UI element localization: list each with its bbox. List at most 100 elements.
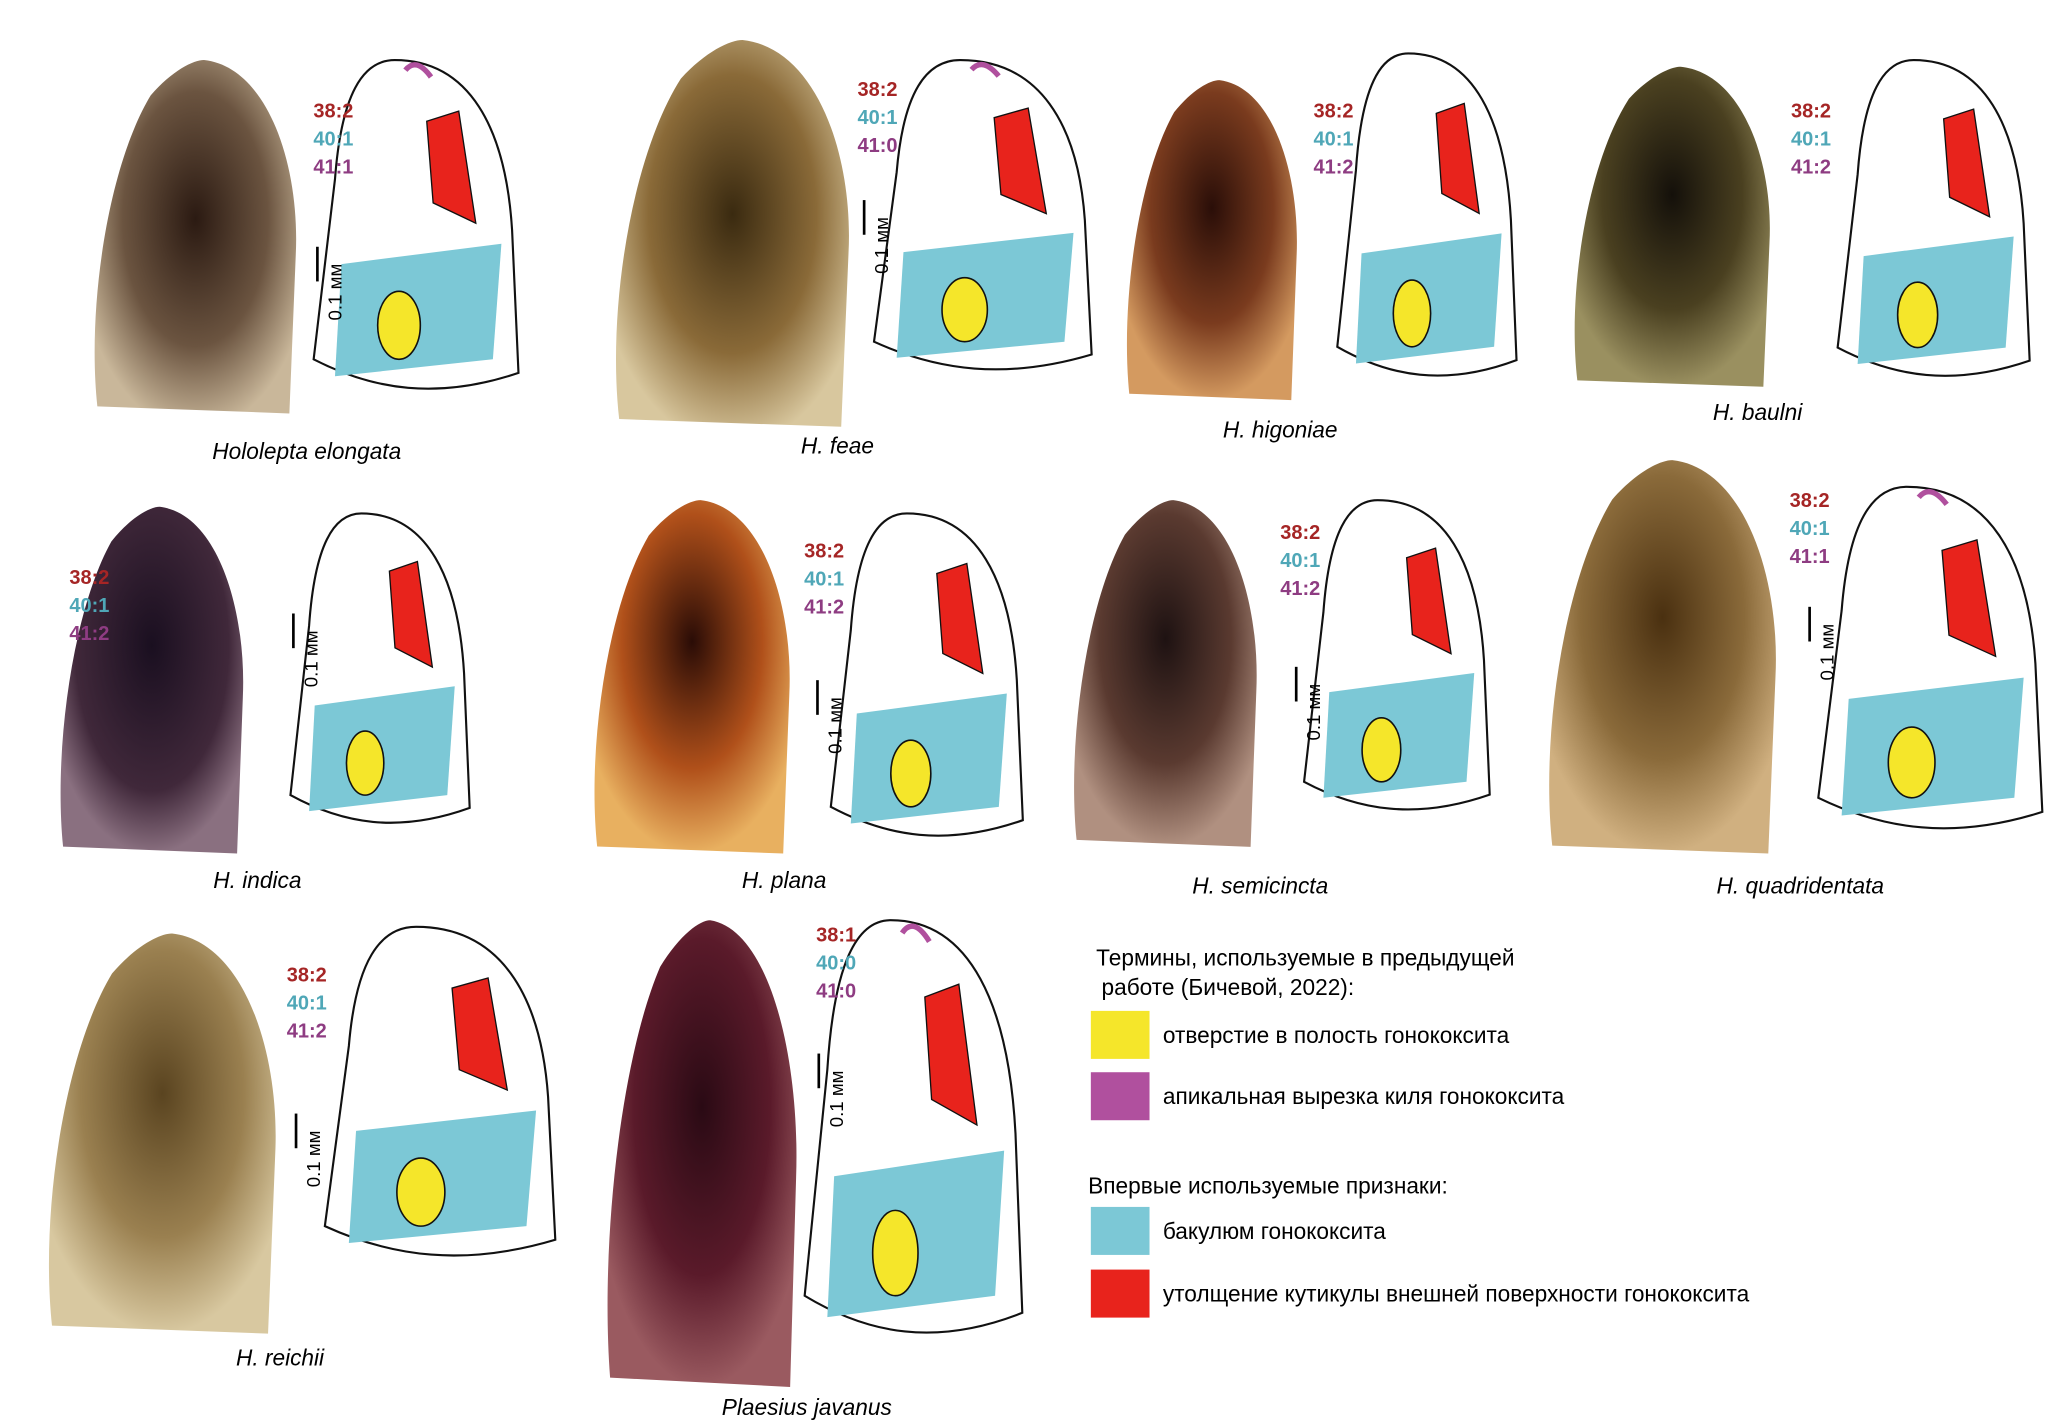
species-name: H. baulni <box>1713 399 1803 425</box>
opening-region <box>1361 716 1402 783</box>
drawing-outline <box>1302 499 1491 811</box>
character-code: 40:1 <box>1790 518 1830 540</box>
specimen-photo <box>48 933 276 1334</box>
cuticle-thickening <box>1435 102 1481 215</box>
character-code: 41:2 <box>804 596 844 618</box>
opening-region <box>396 1157 446 1227</box>
cuticle-thickening <box>924 983 978 1127</box>
specimen-photo <box>615 40 849 427</box>
character-code: 38:2 <box>1314 100 1354 122</box>
species-name: H. plana <box>742 867 826 893</box>
character-code: 38:2 <box>69 567 109 589</box>
specimen-panel: 38:2 40:1 41:0 0.1 мм H. feae <box>615 40 1093 458</box>
drawing-outline <box>323 925 557 1257</box>
scale-label: 0.1 мм <box>1817 624 1838 681</box>
species-name: H. feae <box>801 432 874 458</box>
character-code: 41:0 <box>857 135 897 157</box>
drawing-outline <box>1336 52 1518 377</box>
swatch-yellow <box>1090 1010 1150 1059</box>
cuticle-thickening <box>426 110 477 225</box>
specimen-photo <box>1549 460 1776 854</box>
apical-notch <box>969 61 1001 78</box>
drawing-outline <box>312 58 520 390</box>
character-code: 38:1 <box>816 925 856 947</box>
specimen-panel: 38:2 40:1 41:2 H. baulni <box>1574 58 2031 425</box>
legend-item: утолщение кутикулы внешней поверхности г… <box>1163 1281 1750 1307</box>
character-code: 40:1 <box>1791 128 1831 150</box>
opening-region <box>890 739 932 808</box>
character-code: 41:2 <box>1791 156 1831 178</box>
drawing-outline <box>829 512 1024 837</box>
specimen-photo <box>1574 66 1770 387</box>
scale-label: 0.1 мм <box>871 217 892 274</box>
species-name: Hololepta elongata <box>212 438 401 464</box>
character-code: 40:1 <box>287 993 327 1015</box>
species-name: H. semicincta <box>1192 873 1328 899</box>
character-code: 41:2 <box>1314 156 1354 178</box>
character-code: 41:2 <box>69 623 109 645</box>
character-code: 38:2 <box>804 540 844 562</box>
legend: Термины, используемые в предыдущей работе… <box>1088 945 1750 1318</box>
specimen-panel: 38:2 40:1 41:2 0.1 мм H. reichii <box>48 925 557 1371</box>
opening-region <box>941 276 989 343</box>
legend-title: Термины, используемые в предыдущей работе… <box>1096 945 1514 1000</box>
character-code: 40:1 <box>69 595 109 617</box>
opening-region <box>1896 281 1939 349</box>
character-code: 38:2 <box>1791 100 1831 122</box>
opening-region <box>345 730 385 796</box>
specimen-photo <box>60 506 244 854</box>
specimen-panel: 38:2 40:1 41:1 0.1 мм H. quadridentata <box>1549 460 2044 899</box>
apical-notch <box>1916 489 1949 507</box>
character-code: 38:2 <box>287 965 327 987</box>
swatch-red <box>1090 1269 1150 1318</box>
species-name: Plaesius javanus <box>722 1394 892 1420</box>
character-code: 38:2 <box>857 79 897 101</box>
species-name: H. reichii <box>236 1345 325 1371</box>
legend-title: Впервые используемые признаки: <box>1088 1173 1448 1199</box>
specimen-panel: 38:2 40:1 41:2 0.1 мм H. indica <box>60 506 471 893</box>
swatch-purple <box>1090 1072 1150 1121</box>
cuticle-thickening <box>388 560 434 669</box>
character-code: 41:2 <box>1280 578 1320 600</box>
drawing-outline <box>872 58 1093 371</box>
cuticle-thickening <box>1942 108 1991 219</box>
species-name: H. higoniae <box>1223 416 1338 442</box>
swatch-blue <box>1090 1206 1150 1255</box>
character-code: 41:1 <box>1790 546 1830 568</box>
character-code: 41:1 <box>313 156 353 178</box>
specimen-panel: 38:2 40:1 41:2 H. higoniae <box>1126 52 1518 442</box>
character-code: 38:2 <box>1790 490 1830 512</box>
specimen-photo <box>94 60 297 414</box>
specimen-photo <box>1074 500 1257 847</box>
character-code: 40:1 <box>1280 550 1320 572</box>
scale-label: 0.1 мм <box>303 1131 324 1188</box>
drawing-outline <box>1836 58 2031 377</box>
species-name: H. quadridentata <box>1717 873 1885 899</box>
scale-label: 0.1 мм <box>824 697 845 754</box>
drawing-outline <box>289 512 471 824</box>
species-name: H. indica <box>213 867 301 893</box>
character-code: 40:1 <box>1314 128 1354 150</box>
drawing-outline <box>803 919 1024 1334</box>
specimen-photo <box>607 920 797 1387</box>
specimen-panel: 38:1 40:0 41:0 0.1 мм Plaesius javanus <box>607 919 1024 1420</box>
specimen-photo <box>594 500 790 854</box>
legend-item: бакулюм гонококсита <box>1163 1218 1386 1244</box>
opening-region <box>1392 279 1432 348</box>
character-code: 38:2 <box>1280 522 1320 544</box>
legend-item: апикальная вырезка киля гонококсита <box>1163 1083 1565 1109</box>
legend-item: отверстие в полость гонококсита <box>1163 1022 1510 1048</box>
scale-label: 0.1 мм <box>826 1071 847 1128</box>
character-code: 41:2 <box>287 1021 327 1043</box>
character-code: 38:2 <box>313 100 353 122</box>
opening-region <box>871 1209 919 1297</box>
cuticle-thickening <box>993 107 1048 215</box>
scale-label: 0.1 мм <box>1303 684 1324 741</box>
opening-region <box>376 290 422 361</box>
scale-label: 0.1 мм <box>324 264 345 321</box>
apical-notch <box>899 923 932 943</box>
cuticle-thickening <box>1405 547 1452 655</box>
character-code: 40:1 <box>857 107 897 129</box>
scale-label: 0.1 мм <box>300 630 321 687</box>
